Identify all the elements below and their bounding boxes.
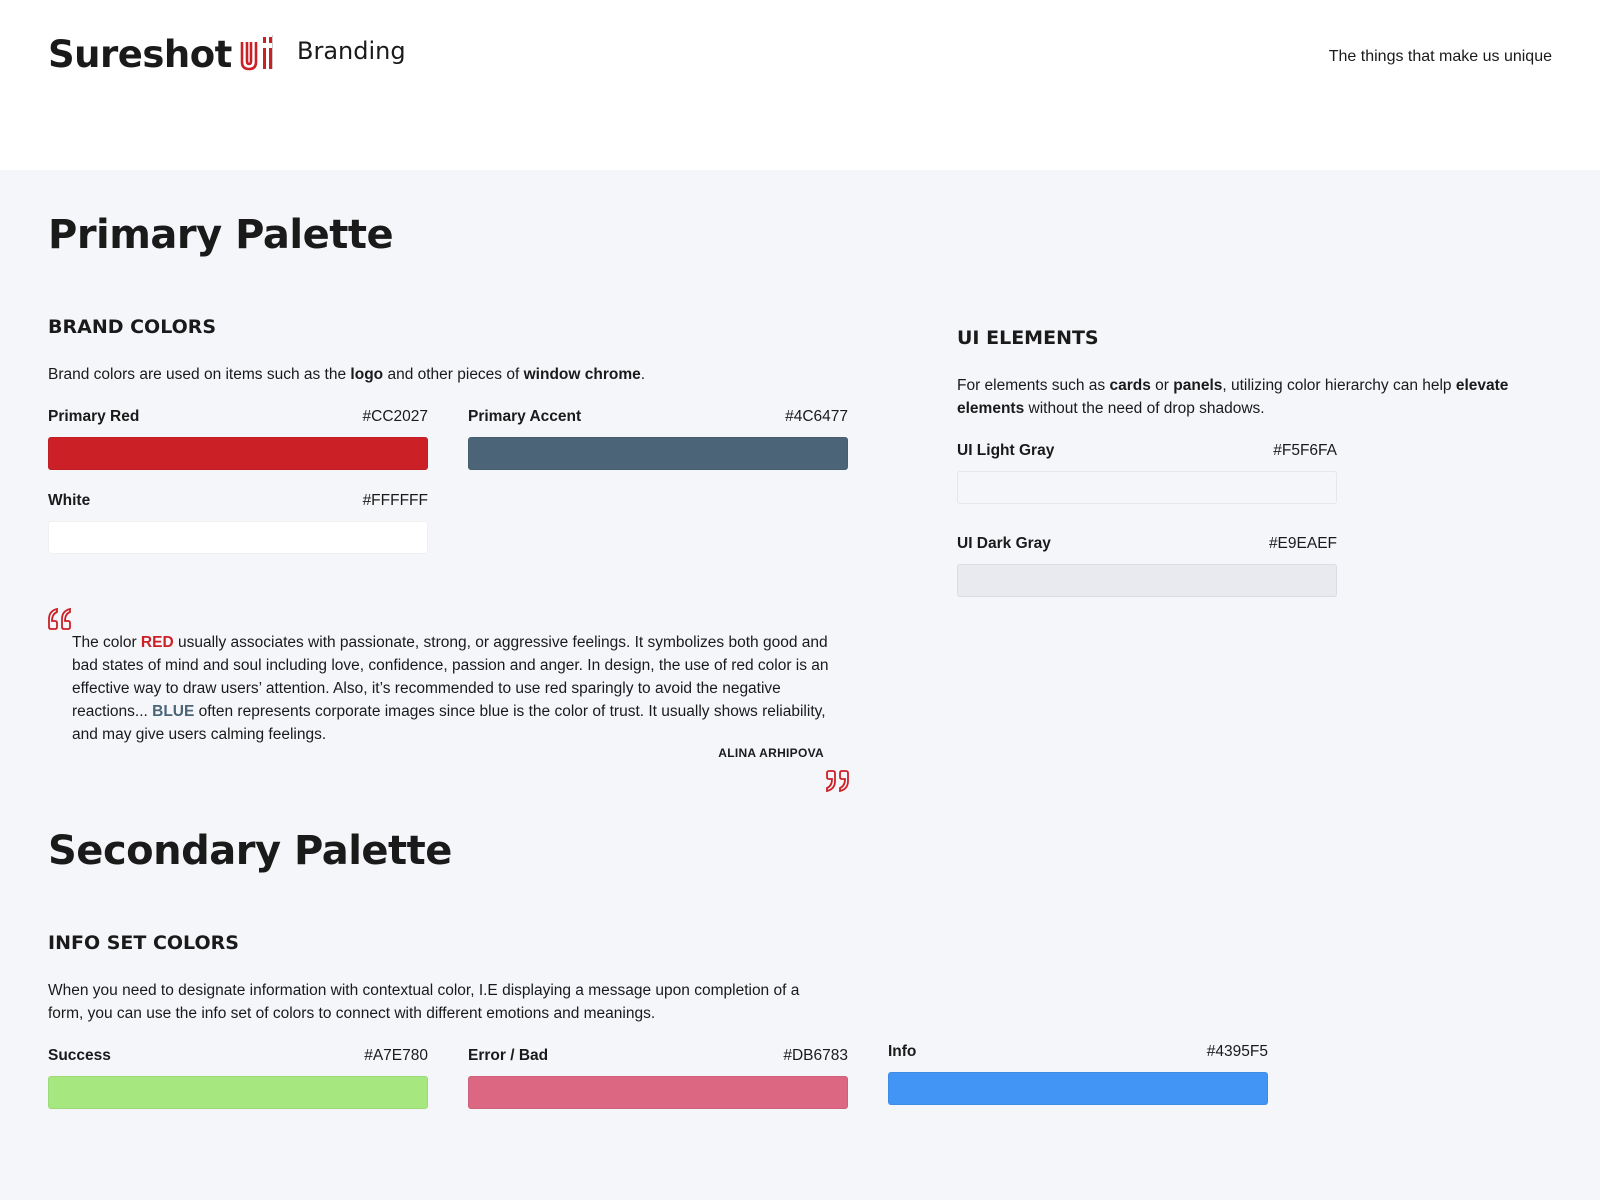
- swatch-error: Error / Bad #DB6783: [468, 1047, 848, 1109]
- swatch-ui-dark-gray: UI Dark Gray #E9EAEF: [957, 535, 1337, 597]
- swatch-name: Error / Bad: [468, 1047, 549, 1064]
- primary-palette-title: Primary Palette: [48, 212, 394, 258]
- swatch-primary-accent: Primary Accent #4C6477: [468, 408, 848, 470]
- swatch-name: White: [48, 492, 91, 509]
- swatch-bar: [888, 1072, 1268, 1105]
- brand-colors-desc: Brand colors are used on items such as t…: [48, 366, 646, 383]
- swatch-success: Success #A7E780: [48, 1047, 428, 1109]
- swatch-name: UI Light Gray: [957, 442, 1055, 459]
- brand-quote-text: The color RED usually associates with pa…: [72, 634, 829, 743]
- swatch-bar: [957, 471, 1337, 504]
- swatch-hex: #4395F5: [1206, 1043, 1268, 1060]
- swatch-hex: #4C6477: [785, 408, 848, 425]
- swatch-hex: #FFFFFF: [362, 492, 428, 509]
- swatch-name: Primary Accent: [468, 408, 582, 425]
- swatch-bar: [468, 437, 848, 470]
- secondary-palette-title: Secondary Palette: [48, 828, 452, 874]
- ui-elements-desc: For elements such as cards or panels, ut…: [957, 377, 1509, 417]
- tagline: The things that make us unique: [1328, 48, 1552, 65]
- swatch-hex: #F5F6FA: [1273, 442, 1337, 459]
- header: Sureshot Branding The things that make u…: [0, 0, 1600, 170]
- swatch-hex: #A7E780: [364, 1047, 428, 1064]
- ui-mark-icon: [240, 37, 272, 71]
- logo-divider: [272, 35, 273, 69]
- quote-red-word: RED: [140, 634, 174, 651]
- ui-elements-heading: UI ELEMENTS: [957, 327, 1099, 349]
- swatch-name: Success: [48, 1047, 111, 1064]
- quote-author: ALINA ARHIPOVA: [718, 746, 824, 760]
- page-title: Branding: [297, 37, 406, 65]
- swatch-bar: [957, 564, 1337, 597]
- info-set-heading: INFO SET COLORS: [48, 932, 239, 954]
- swatch-white: White #FFFFFF: [48, 492, 428, 554]
- swatch-info: Info #4395F5: [888, 1043, 1268, 1105]
- swatch-bar: [48, 521, 428, 554]
- swatch-bar: [48, 437, 428, 470]
- swatch-name: UI Dark Gray: [957, 535, 1051, 552]
- info-set-desc: When you need to designate information w…: [48, 982, 800, 1022]
- close-quote-icon: [826, 770, 849, 793]
- swatch-name: Info: [888, 1043, 917, 1060]
- swatch-bar: [48, 1076, 428, 1109]
- swatch-hex: #CC2027: [362, 408, 429, 425]
- logo[interactable]: Sureshot: [48, 30, 278, 78]
- swatch-primary-red: Primary Red #CC2027: [48, 408, 428, 470]
- swatch-hex: #DB6783: [783, 1047, 848, 1064]
- quote-blue-word: BLUE: [152, 703, 195, 720]
- swatch-name: Primary Red: [48, 408, 140, 425]
- swatch-bar: [468, 1076, 848, 1109]
- swatch-ui-light-gray: UI Light Gray #F5F6FA: [957, 442, 1337, 504]
- open-quote-icon: [48, 607, 71, 630]
- brand-colors-heading: BRAND COLORS: [48, 316, 217, 338]
- logo-text: Sureshot: [48, 32, 232, 76]
- swatch-hex: #E9EAEF: [1268, 535, 1337, 552]
